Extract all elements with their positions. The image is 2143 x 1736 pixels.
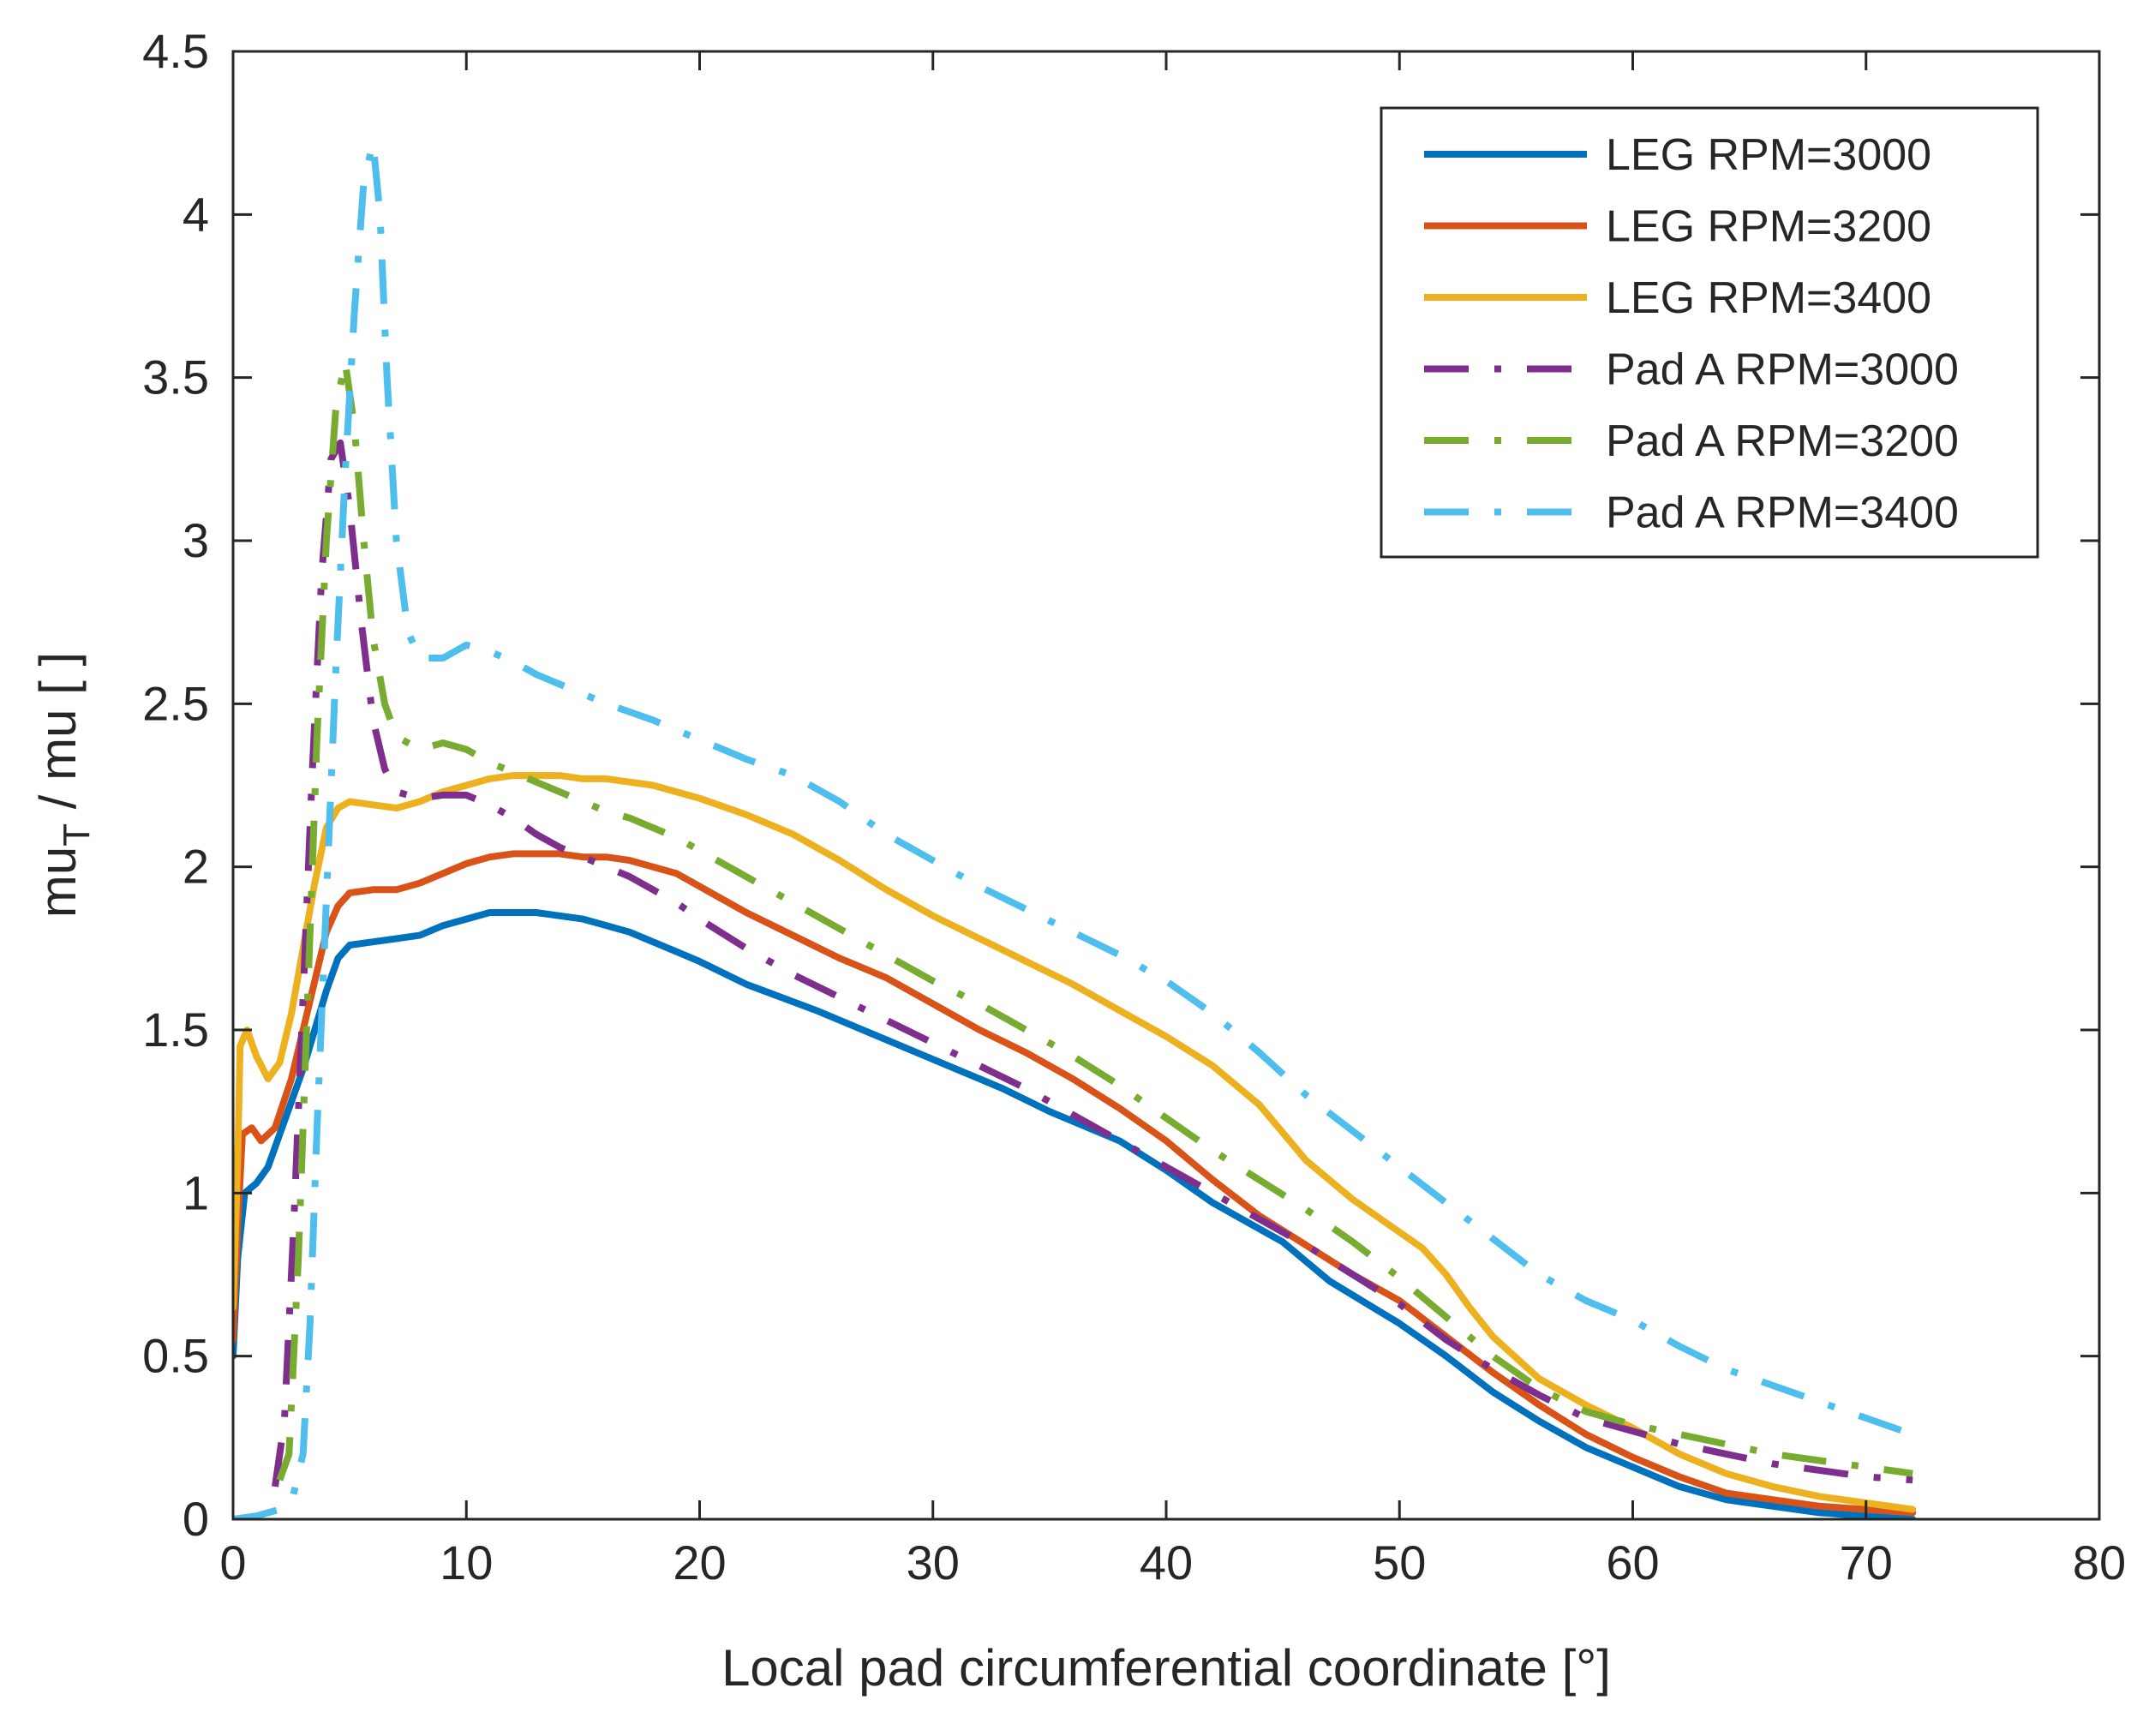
- y-tick-label: 1: [183, 1165, 209, 1219]
- x-tick-label: 20: [673, 1535, 726, 1589]
- y-tick-label: 0: [183, 1492, 209, 1546]
- series-layer: [233, 139, 1917, 1519]
- y-tick-label: 4.5: [142, 24, 209, 78]
- x-tick-label: 10: [440, 1535, 493, 1589]
- x-axis: 0 10 20 30 40 50 60 70 80: [219, 51, 2126, 1589]
- x-tick-label: 80: [2073, 1535, 2126, 1589]
- y-tick-label: 2.5: [142, 676, 209, 730]
- legend-label: Pad A RPM=3400: [1606, 488, 1959, 538]
- y-axis: 0 0.5 1 1.5 2 2.5 3 3.5 4 4.5: [142, 24, 2099, 1546]
- series-line-leg-rpm-3400: [233, 772, 1917, 1513]
- series-line-pad-a-rpm-3000: [272, 439, 1913, 1488]
- legend: LEG RPM=3000 LEG RPM=3200 LEG RPM=3400 Pad …: [1380, 106, 2039, 559]
- legend-box: [1380, 106, 2039, 559]
- y-axis-title-subscript: T: [56, 823, 98, 847]
- series-line-pad-a-rpm-3400: [233, 139, 1914, 1519]
- x-axis-title: Local pad circumferential coordinate [°]: [721, 1639, 1611, 1697]
- series-line-pad-a-rpm-3200: [276, 357, 1913, 1482]
- y-axis-title-rest: / mu [ ]: [29, 652, 87, 823]
- y-tick-label: 1.5: [142, 1003, 209, 1057]
- x-tick-label: 30: [907, 1535, 960, 1589]
- y-tick-label: 3.5: [142, 350, 209, 404]
- legend-label: LEG RPM=3000: [1606, 130, 1931, 180]
- series-line-leg-rpm-3000: [233, 909, 1917, 1519]
- y-axis-title-main: mu: [29, 847, 87, 918]
- x-tick-label: 40: [1140, 1535, 1193, 1589]
- x-tick-label: 0: [219, 1535, 246, 1589]
- y-tick-label: 4: [183, 187, 209, 241]
- legend-label: LEG RPM=3200: [1606, 202, 1931, 252]
- x-tick-label: 60: [1606, 1535, 1659, 1589]
- y-axis-title: muT / mu [ ]: [29, 652, 98, 918]
- legend-label: LEG RPM=3400: [1606, 273, 1931, 323]
- legend-label: Pad A RPM=3000: [1606, 345, 1959, 395]
- y-tick-label: 0.5: [142, 1329, 209, 1383]
- y-tick-label: 2: [183, 840, 209, 894]
- x-tick-label: 50: [1373, 1535, 1426, 1589]
- x-tick-label: 70: [1840, 1535, 1893, 1589]
- legend-label: Pad A RPM=3200: [1606, 416, 1959, 466]
- y-tick-label: 3: [183, 513, 209, 567]
